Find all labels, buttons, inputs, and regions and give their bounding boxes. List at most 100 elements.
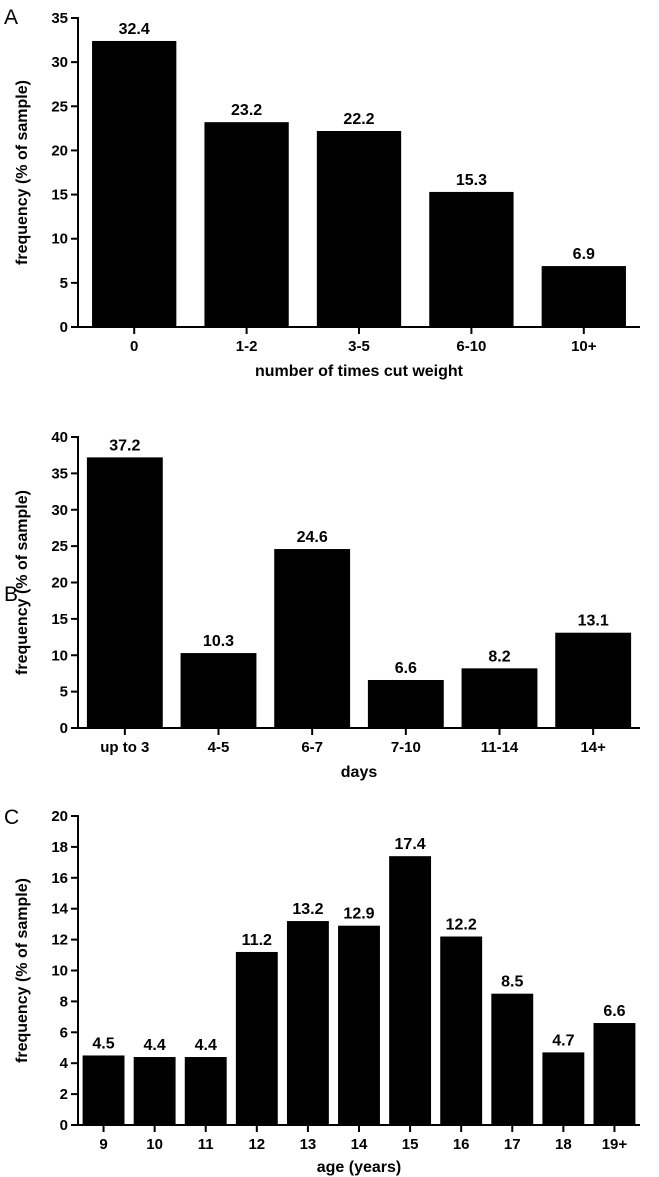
y-tick-label: 12: [51, 932, 68, 949]
x-tick-label: 14+: [580, 739, 606, 756]
data-label: 10.3: [203, 633, 234, 650]
data-label: 4.7: [552, 1032, 574, 1049]
bar-9: [82, 1055, 125, 1125]
bar-7-10: [367, 679, 444, 728]
y-tick-label: 20: [51, 575, 68, 592]
data-label: 6.9: [573, 246, 595, 263]
data-label: 4.5: [92, 1035, 114, 1052]
x-axis-title: number of times cut weight: [255, 363, 464, 380]
chart-panel-a: A 0 5 10 15 20 25 30 35 0 32.4 1-2 23.2 3-5 22.2 6-10 15…: [4, 6, 640, 380]
x-tick-label: 12: [248, 1136, 265, 1153]
y-axis-title: frequency (% of sample): [14, 878, 31, 1063]
y-tick-label: 35: [51, 10, 68, 27]
y-axis-title: frequency (% of sample): [14, 490, 31, 675]
bar-17: [491, 993, 534, 1125]
x-tick-label: 16: [453, 1136, 470, 1153]
x-axis-title: days: [341, 764, 378, 781]
bar-10+: [541, 266, 626, 327]
data-label: 24.6: [297, 529, 328, 546]
x-tick-label: 9: [99, 1136, 107, 1153]
x-tick-label: 14: [351, 1136, 368, 1153]
y-tick-label: 16: [51, 870, 68, 887]
y-tick-label: 10: [51, 231, 68, 248]
data-label: 4.4: [195, 1037, 217, 1054]
y-tick-label: 25: [51, 538, 68, 555]
y-tick-label: 5: [60, 275, 68, 292]
y-tick-label: 15: [51, 187, 68, 204]
bar-6-10: [429, 191, 514, 327]
x-tick-label: 10+: [571, 338, 597, 355]
data-label: 13.1: [578, 613, 609, 630]
x-tick-label: 19+: [602, 1136, 628, 1153]
y-tick-label: 0: [60, 1117, 68, 1134]
x-tick-label: 10: [146, 1136, 163, 1153]
y-tick-label: 14: [51, 901, 68, 918]
x-tick-label: 11-14: [481, 739, 519, 756]
panel-letter: A: [4, 6, 18, 29]
y-tick-label: 40: [51, 429, 68, 446]
y-tick-label: 0: [60, 720, 68, 737]
data-label: 17.4: [395, 836, 426, 853]
y-tick-label: 8: [60, 993, 68, 1010]
data-label: 32.4: [119, 21, 150, 38]
y-tick-label: 10: [51, 647, 68, 664]
bar-19+: [593, 1023, 636, 1125]
bar-up to 3: [86, 457, 163, 728]
y-tick-label: 25: [51, 98, 68, 115]
data-label: 12.9: [343, 906, 374, 923]
data-label: 22.2: [343, 111, 374, 128]
y-tick-label: 20: [51, 808, 68, 825]
data-label: 8.2: [488, 648, 510, 665]
x-tick-label: 3-5: [348, 338, 370, 355]
data-label: 11.2: [242, 932, 272, 949]
y-tick-label: 15: [51, 611, 68, 628]
data-label: 8.5: [501, 974, 523, 991]
x-tick-label: 1-2: [236, 338, 258, 355]
panel-letter: B: [4, 583, 18, 606]
x-tick-label: 17: [504, 1136, 521, 1153]
bar-15: [389, 856, 432, 1125]
bar-0: [92, 40, 177, 327]
data-label: 12.2: [446, 917, 477, 934]
chart-panel-c: C 0 2 4 6 8 10 12 14 16 18 20 9 4.5 10 4.4 11 4.4 12 11.2 13…: [4, 806, 640, 1176]
bar-14+: [555, 632, 632, 728]
x-tick-label: 18: [555, 1136, 572, 1153]
y-tick-label: 10: [51, 963, 68, 980]
x-tick-label: up to 3: [100, 739, 149, 756]
x-tick-label: 13: [300, 1136, 317, 1153]
data-label: 13.2: [292, 901, 323, 918]
data-label: 6.6: [603, 1003, 625, 1020]
y-tick-label: 35: [51, 465, 68, 482]
y-tick-label: 6: [60, 1024, 68, 1041]
bar-11-14: [461, 668, 538, 728]
bar-4-5: [180, 653, 257, 728]
bar-12: [235, 951, 278, 1125]
bar-10: [133, 1057, 176, 1125]
bar-1-2: [204, 122, 289, 327]
bar-3-5: [316, 131, 402, 327]
bar-6-7: [274, 549, 351, 728]
y-tick-label: 20: [51, 142, 68, 159]
data-label: 37.2: [109, 437, 140, 454]
x-tick-label: 0: [130, 338, 138, 355]
y-tick-label: 2: [60, 1086, 68, 1103]
x-tick-label: 15: [402, 1136, 419, 1153]
panel-letter: C: [4, 806, 19, 829]
bar-13: [286, 921, 329, 1125]
data-label: 4.4: [144, 1037, 166, 1054]
data-label: 23.2: [231, 102, 262, 119]
data-label: 6.6: [395, 660, 417, 677]
x-tick-label: 6-7: [301, 739, 323, 756]
y-tick-label: 18: [51, 839, 68, 856]
y-tick-label: 5: [60, 684, 68, 701]
y-tick-label: 30: [51, 502, 68, 519]
y-tick-label: 0: [60, 319, 68, 336]
y-tick-label: 4: [60, 1055, 69, 1072]
bar-18: [542, 1052, 585, 1125]
data-label: 15.3: [456, 172, 487, 189]
x-tick-label: 7-10: [391, 739, 421, 756]
x-tick-label: 4-5: [208, 739, 230, 756]
bar-14: [338, 925, 380, 1125]
x-tick-label: 11: [198, 1136, 214, 1153]
